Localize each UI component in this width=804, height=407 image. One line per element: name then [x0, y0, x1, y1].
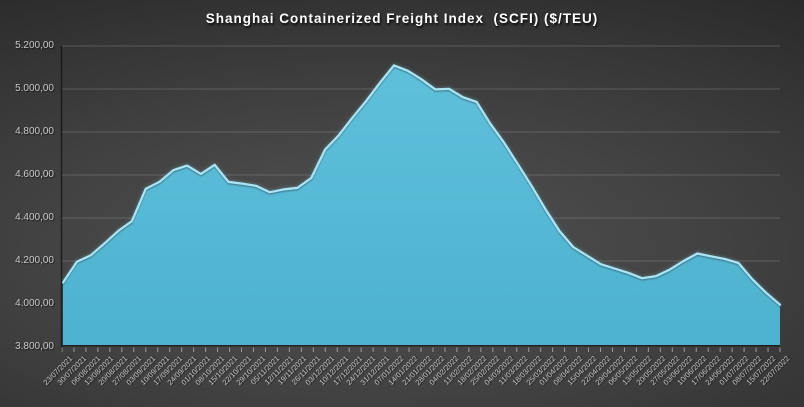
scfi-freight-index-chart: Shanghai Containerized Freight Index (SC… [0, 0, 804, 407]
scfi-area-series [63, 65, 780, 345]
y-axis-label: 4.600,00 [4, 170, 54, 180]
y-axis-label: 5.200,00 [4, 41, 54, 51]
y-axis-label: 5.000,00 [4, 84, 54, 94]
chart-plot-area [0, 0, 804, 407]
y-axis-label: 4.000,00 [4, 299, 54, 309]
y-axis-label: 4.400,00 [4, 213, 54, 223]
y-axis-label: 4.200,00 [4, 256, 54, 266]
y-axis-label: 4.800,00 [4, 127, 54, 137]
y-axis-label: 3.800,00 [4, 342, 54, 352]
